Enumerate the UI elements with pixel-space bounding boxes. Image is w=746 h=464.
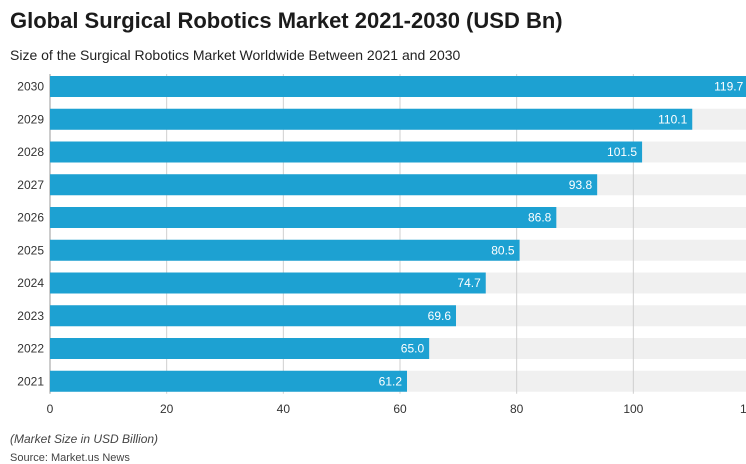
value-label: 65.0 bbox=[401, 342, 425, 356]
x-tick-label: 60 bbox=[393, 402, 407, 416]
bar-2024 bbox=[50, 272, 486, 294]
category-label: 2025 bbox=[17, 243, 44, 257]
value-label: 93.8 bbox=[569, 178, 593, 192]
x-tick-labels: 0 20 40 60 80 100 120 bbox=[47, 402, 746, 416]
value-label: 110.1 bbox=[658, 112, 687, 126]
x-tick-label: 120 bbox=[740, 402, 746, 416]
category-label: 2022 bbox=[17, 342, 44, 356]
category-label: 2021 bbox=[17, 374, 44, 388]
bar-2026 bbox=[50, 207, 557, 228]
x-tick-label: 40 bbox=[277, 402, 291, 416]
x-tick-label: 80 bbox=[510, 402, 524, 416]
unit-note: (Market Size in USD Billion) bbox=[10, 432, 159, 446]
x-tick-label: 0 bbox=[47, 402, 54, 416]
category-label: 2027 bbox=[17, 178, 44, 192]
bar-2021 bbox=[50, 370, 407, 392]
bar-2025 bbox=[50, 239, 520, 261]
category-label: 2029 bbox=[17, 112, 44, 126]
x-tick-label: 20 bbox=[160, 402, 174, 416]
bar-2029 bbox=[50, 108, 693, 130]
category-label: 2023 bbox=[17, 309, 44, 323]
source-text: Source: Market.us News bbox=[10, 452, 130, 464]
bar-2030 bbox=[50, 76, 746, 97]
value-label: 74.7 bbox=[457, 276, 481, 290]
value-label: 86.8 bbox=[528, 211, 552, 225]
category-label: 2024 bbox=[17, 276, 44, 290]
value-label: 101.5 bbox=[607, 145, 637, 159]
bar-2028 bbox=[50, 141, 643, 163]
bars: 119.7 110.1 101.5 93.8 86.8 80.5 74.7 69.6 65.0 6… bbox=[50, 76, 746, 392]
value-label: 69.6 bbox=[428, 309, 452, 323]
bar-2022 bbox=[50, 338, 430, 359]
category-label: 2030 bbox=[17, 80, 44, 94]
category-label: 2028 bbox=[17, 145, 44, 159]
chart-title: Global Surgical Robotics Market 2021-203… bbox=[10, 8, 563, 33]
chart-subtitle: Size of the Surgical Robotics Market Wor… bbox=[10, 47, 461, 63]
value-label: 80.5 bbox=[491, 243, 515, 257]
category-label: 2026 bbox=[17, 211, 44, 225]
value-label: 119.7 bbox=[714, 80, 743, 94]
value-label: 61.2 bbox=[379, 374, 403, 388]
category-labels: 2030 2029 2028 2027 2026 2025 2024 2023 2022 2021 bbox=[17, 80, 44, 389]
bar-2023 bbox=[50, 305, 456, 327]
x-tick-label: 100 bbox=[623, 402, 643, 416]
bar-2027 bbox=[50, 174, 598, 196]
bar-chart: 119.7 110.1 101.5 93.8 86.8 80.5 74.7 69.6 65.0 6… bbox=[17, 74, 746, 416]
